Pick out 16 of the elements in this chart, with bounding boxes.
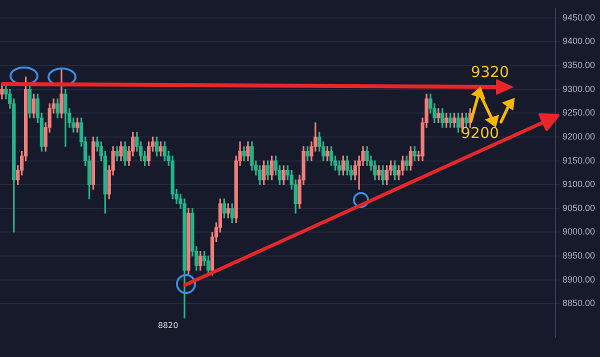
y-tick-label: 8850.00 bbox=[562, 298, 596, 308]
y-tick-label: 9350.00 bbox=[562, 60, 596, 70]
y-tick-label: 9200.00 bbox=[562, 131, 596, 142]
y-tick-label: 9450.00 bbox=[562, 12, 596, 22]
y-tick-label: 8950.00 bbox=[562, 250, 596, 261]
annotation: 9320 bbox=[470, 62, 510, 81]
y-tick-label: 8900.00 bbox=[562, 274, 596, 284]
y-tick-label: 9300.00 bbox=[562, 84, 596, 94]
y-tick-label: 9250.00 bbox=[562, 108, 596, 118]
y-tick-label: 9150.00 bbox=[562, 155, 596, 166]
annotation: 9200 bbox=[460, 124, 500, 142]
y-tick-label: 9100.00 bbox=[562, 179, 596, 190]
y-tick-label: 9000.00 bbox=[562, 226, 596, 237]
annotation: 8820 bbox=[158, 321, 178, 330]
y-tick-label: 9050.00 bbox=[562, 202, 596, 213]
y-tick-label: 9400.00 bbox=[562, 36, 596, 46]
